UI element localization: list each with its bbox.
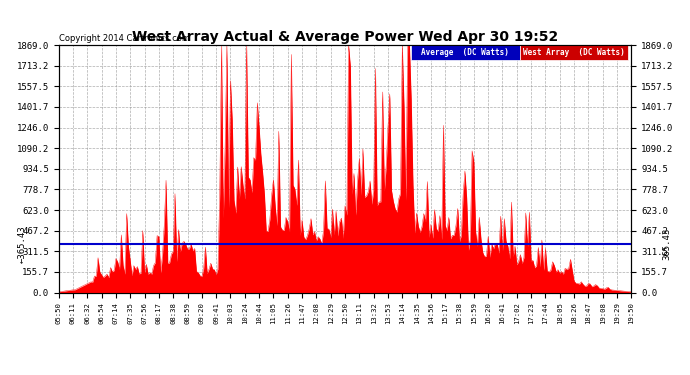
Text: Copyright 2014 Cartronics.com: Copyright 2014 Cartronics.com [59, 33, 190, 42]
Bar [411, 45, 520, 60]
Title: West Array Actual & Average Power Wed Apr 30 19:52: West Array Actual & Average Power Wed Ap… [132, 30, 558, 44]
Text: Average  (DC Watts): Average (DC Watts) [422, 48, 509, 57]
Text: 365.43: 365.43 [663, 228, 672, 260]
Bar [520, 45, 629, 60]
Text: ←365.43: ←365.43 [18, 225, 27, 263]
Text: West Array  (DC Watts): West Array (DC Watts) [523, 48, 625, 57]
